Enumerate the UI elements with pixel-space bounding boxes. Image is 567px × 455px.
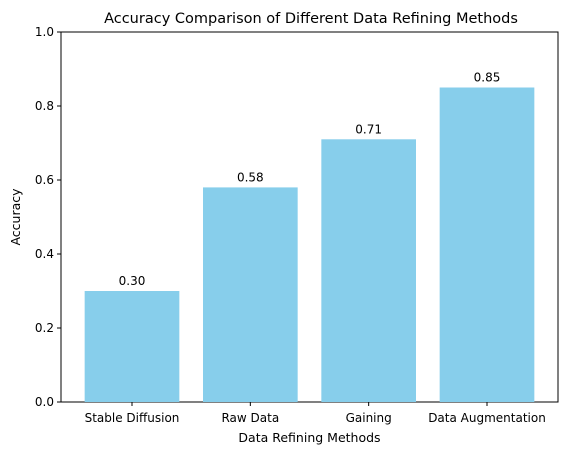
data-label: 0.85 — [474, 71, 501, 85]
x-tick-label: Raw Data — [221, 411, 279, 425]
x-axis: Stable Diffusion Raw Data Gaining Data Augm… — [85, 402, 546, 425]
bar — [321, 139, 416, 403]
y-tick-label: 0.6 — [35, 173, 54, 187]
data-label: 0.58 — [237, 170, 264, 184]
x-tick-label: Stable Diffusion — [85, 411, 180, 425]
x-axis-label: Data Refining Methods — [238, 430, 380, 445]
y-tick-label: 0.2 — [35, 321, 54, 335]
y-axis-label: Accuracy — [8, 188, 23, 246]
plot-frame — [60, 31, 559, 403]
chart-title: Accuracy Comparison of Different Data Re… — [104, 11, 518, 27]
bar — [203, 187, 298, 402]
data-label: 0.30 — [119, 274, 146, 288]
bar — [84, 291, 180, 402]
data-label: 0.71 — [355, 122, 382, 136]
y-tick-label: 1.0 — [35, 25, 54, 39]
y-tick-label: 0.0 — [35, 395, 54, 409]
y-axis: 0.0 0.2 0.4 0.6 0.8 1.0 — [35, 25, 61, 409]
plot-area — [60, 31, 559, 403]
y-tick-label: 0.8 — [35, 99, 54, 113]
data-labels-group: 0.30 0.58 0.71 0.85 — [119, 71, 501, 289]
y-tick-label: 0.4 — [35, 247, 54, 261]
bar — [439, 87, 535, 402]
x-tick-label: Gaining — [346, 411, 392, 425]
x-tick-label: Data Augmentation — [428, 411, 546, 425]
bars-group — [84, 87, 535, 403]
